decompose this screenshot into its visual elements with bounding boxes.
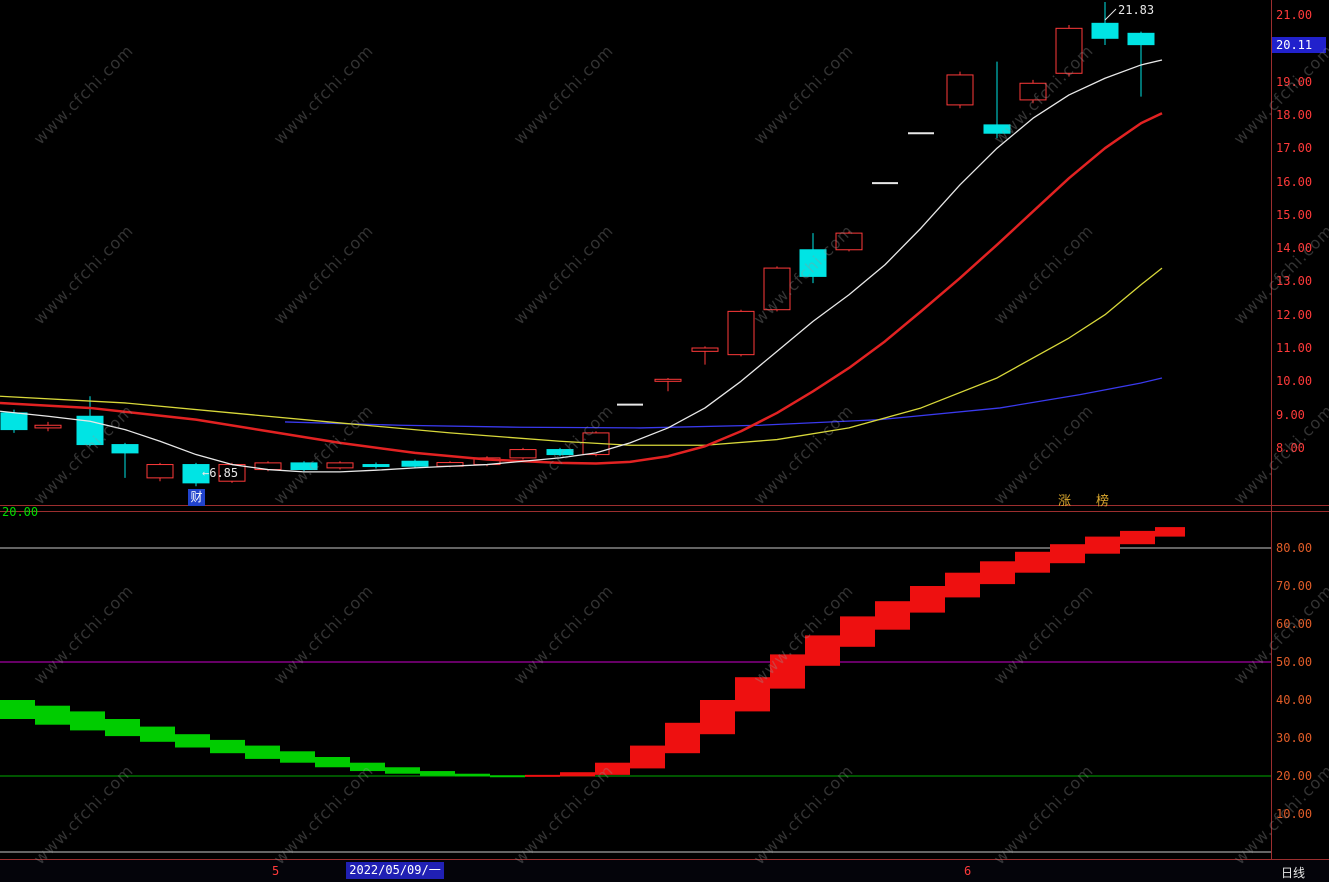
indicator-band-step (770, 654, 805, 689)
candle-body (362, 464, 390, 468)
candle-body (691, 347, 719, 352)
indicator-band-step (980, 561, 1015, 585)
indicator-band-step (350, 762, 385, 772)
indicator-band-step (420, 771, 455, 776)
indicator-band-step (910, 586, 945, 613)
ma-line-red (0, 112, 1163, 465)
indicator-band-step (105, 719, 140, 737)
indicator-band-step (490, 775, 525, 778)
candle-body (546, 449, 574, 456)
indicator-band-step (0, 700, 35, 719)
indicator-axis-label: 20.00 (1276, 769, 1313, 783)
candle-body (835, 232, 863, 251)
indicator-band-step (175, 734, 210, 748)
high-annotation-line (1104, 8, 1117, 21)
price-axis-label: 17.00 (1276, 141, 1313, 156)
low-annotation: ←6.85 (202, 466, 239, 480)
month-label-left: 5 (272, 864, 280, 878)
indicator-band-step (560, 772, 595, 777)
candle-body (1091, 22, 1119, 39)
indicator-param-label: 20.00 (2, 505, 39, 519)
candle-body (799, 249, 827, 277)
price-axis-label: 21.00 (1276, 8, 1313, 22)
indicator-band-step (595, 762, 630, 775)
last-price-tag: 20.11 (1272, 37, 1326, 53)
candle-body (146, 464, 174, 479)
indicator-band-step (700, 700, 735, 735)
indicator-axis-label: 40.00 (1276, 693, 1313, 707)
price-axis-label: 19.00 (1276, 74, 1313, 89)
price-axis-label: 14.00 (1276, 241, 1313, 256)
indicator-band-step (665, 722, 700, 754)
zhang-link[interactable]: 涨 (1058, 494, 1072, 509)
candle-body (983, 124, 1011, 134)
selected-date-label: 2022/05/09/一 (346, 862, 444, 879)
candle-body (1019, 82, 1047, 101)
candle-body (1055, 27, 1083, 74)
price-axis-label: 9.00 (1276, 407, 1305, 422)
indicator-band-step (210, 739, 245, 754)
indicator-band-step (245, 745, 280, 759)
indicator-band-step (1155, 527, 1185, 537)
indicator-band-step (35, 705, 70, 725)
indicator-axis-label: 70.00 (1276, 579, 1313, 593)
indicator-band-step (735, 677, 770, 712)
indicator-axis-label: 30.00 (1276, 731, 1313, 745)
indicator-band-step (840, 616, 875, 647)
indicator-band-step (875, 601, 910, 630)
finance-badge[interactable]: 财 (188, 489, 205, 506)
candle-body (34, 424, 62, 429)
indicator-band-step (280, 751, 315, 763)
indicator-band-step (1050, 544, 1085, 564)
indicator-band-step (805, 635, 840, 666)
candle-body (401, 460, 429, 467)
price-axis-label: 18.00 (1276, 107, 1313, 122)
candle-body (1127, 32, 1155, 46)
indicator-axis-label: 80.00 (1276, 541, 1313, 555)
candle-body (946, 74, 974, 106)
high-annotation: 21.83 (1118, 3, 1155, 17)
indicator-axis-label: 50.00 (1276, 655, 1313, 669)
indicator-band-step (1015, 551, 1050, 573)
indicator-axis-label: 60.00 (1276, 617, 1313, 631)
price-axis-label: 13.00 (1276, 274, 1313, 289)
indicator-band-step (945, 572, 980, 598)
price-axis-label: 10.00 (1276, 374, 1313, 389)
ma-line-blue (284, 377, 1163, 429)
month-label-right: 6 (964, 864, 972, 878)
timeline-bar[interactable]: 5 2022/05/09/一 6 日线 (0, 860, 1329, 882)
indicator-band-step (140, 726, 175, 742)
candle-body (326, 462, 354, 469)
candle-body (182, 464, 210, 484)
indicator-band-step (315, 757, 350, 768)
candle-body (111, 444, 139, 454)
price-axis-label: 8.00 (1276, 440, 1305, 455)
indicator-band-step (1120, 530, 1155, 545)
indicator-band-step (525, 774, 560, 777)
price-axis-label: 12.00 (1276, 307, 1313, 322)
candle-body (509, 449, 537, 459)
ma-line-yellow (0, 267, 1163, 446)
bang-link[interactable]: 榜 (1096, 494, 1110, 509)
period-label[interactable]: 日线 (1281, 866, 1306, 880)
candle-body (290, 462, 318, 471)
candle-body (727, 310, 755, 356)
indicator-band-step (630, 745, 665, 769)
candle-body (654, 378, 682, 382)
indicator-band-step (1085, 536, 1120, 554)
price-axis-label: 16.00 (1276, 174, 1313, 189)
candle-body (763, 267, 791, 311)
indicator-band-step (385, 767, 420, 774)
price-axis-label: 11.00 (1276, 341, 1313, 355)
price-axis-label: 15.00 (1276, 207, 1313, 222)
indicator-axis-label: 10.00 (1276, 807, 1313, 821)
indicator-band-step (455, 773, 490, 777)
ma-line-white (0, 59, 1163, 473)
indicator-band-step (70, 711, 105, 731)
candle-body (0, 412, 28, 431)
